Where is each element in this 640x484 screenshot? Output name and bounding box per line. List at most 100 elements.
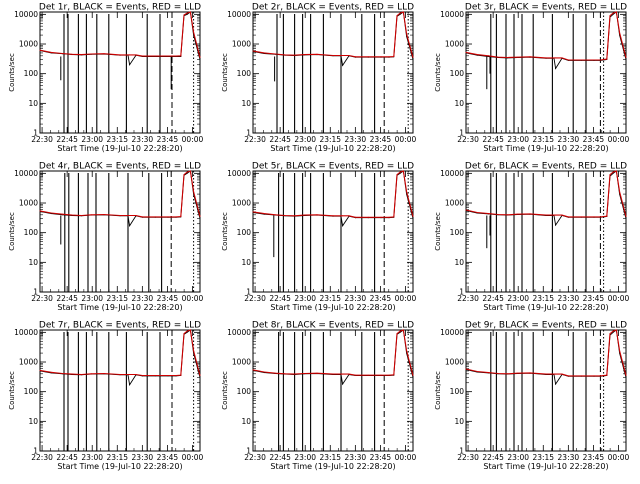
x-tick-label: 22:30 <box>244 294 266 303</box>
lld-data-point <box>555 57 557 59</box>
y-tick-label: 100 <box>24 69 39 78</box>
x-tick-label: 22:45 <box>482 294 504 303</box>
events-data-point <box>399 13 401 15</box>
lld-data-point <box>380 374 382 376</box>
lld-data-point <box>354 374 356 376</box>
lld-data-point <box>316 214 318 216</box>
x-tick-label: 22:30 <box>457 453 479 462</box>
lld-data-point <box>340 55 342 56</box>
y-tick-label: 10 <box>454 258 464 267</box>
y-tick-label: 1 <box>246 447 251 456</box>
lld-data-point <box>199 216 201 217</box>
lld-data-point <box>199 57 201 58</box>
x-tick-label: 23:30 <box>132 135 154 144</box>
x-tick-label: 22:45 <box>482 135 504 144</box>
lld-data-point <box>507 57 509 58</box>
lld-data-point <box>348 215 350 217</box>
lld-data-point <box>567 375 569 377</box>
lld-data-point <box>252 50 254 52</box>
lld-data-point <box>50 51 52 53</box>
lld-data-point <box>141 55 143 57</box>
chart-title: Det 9r, BLACK = Events, RED = LLD <box>465 321 627 331</box>
x-axis-label: Start Time (19-Jul-10 22:28:20) <box>57 303 182 312</box>
lld-data-point <box>303 214 305 216</box>
lld-data-point <box>599 216 601 218</box>
lld-data-point <box>263 213 265 215</box>
lld-data-point <box>476 54 478 56</box>
events-data-point <box>555 68 557 69</box>
lld-data-point <box>567 59 569 61</box>
x-tick-label: 22:45 <box>56 294 78 303</box>
lld-data-point <box>186 12 188 14</box>
lld-data-point <box>529 56 531 58</box>
events-data-point <box>342 383 344 385</box>
events-data-point <box>342 225 344 227</box>
x-axis-label: Start Time (19-Jul-10 22:28:20) <box>270 144 395 153</box>
lld-data-point <box>294 373 296 375</box>
y-tick-label: 10 <box>454 417 464 426</box>
y-tick-label: 100 <box>237 69 252 78</box>
lld-data-point <box>189 329 191 331</box>
x-axis-label: Start Time (19-Jul-10 22:28:20) <box>483 303 608 312</box>
lld-data-point <box>412 375 414 376</box>
x-axis-label: Start Time (19-Jul-10 22:28:20) <box>270 303 395 312</box>
x-tick-label: 23:00 <box>507 294 529 303</box>
lld-data-point <box>545 214 547 216</box>
x-axis-label: Start Time (19-Jul-10 22:28:20) <box>57 462 182 471</box>
lld-data-point <box>612 330 614 332</box>
events-data-point <box>399 331 401 333</box>
y-tick-label: 1 <box>33 288 38 297</box>
lld-data-point <box>180 374 182 376</box>
lld-data-point <box>612 12 614 14</box>
lld-data-point <box>396 174 398 176</box>
x-tick-label: 23:15 <box>106 453 128 462</box>
lld-data-point <box>367 374 369 376</box>
chart-title: Det 5r, BLACK = Events, RED = LLD <box>252 162 414 172</box>
lld-data-point <box>90 53 92 55</box>
lld-data-point <box>561 373 563 375</box>
x-tick-label: 00:00 <box>608 135 630 144</box>
lld-data-point <box>61 53 63 54</box>
lld-data-point <box>497 56 499 58</box>
lld-data-point <box>61 373 63 374</box>
events-data-point <box>412 218 414 219</box>
events-data-point <box>625 377 627 378</box>
lld-data-point <box>193 31 195 33</box>
y-tick-label: 100 <box>450 69 465 78</box>
lld-data-point <box>274 214 276 216</box>
x-tick-label: 22:30 <box>457 135 479 144</box>
lld-data-point <box>141 375 143 376</box>
lld-data-point <box>39 369 41 371</box>
y-axis-label: Counts/sec <box>434 371 442 410</box>
lld-data-point <box>154 216 156 218</box>
lld-data-point <box>553 373 555 375</box>
events-data-point <box>129 384 131 386</box>
lld-data-point <box>303 373 305 374</box>
lld-data-point <box>609 15 611 17</box>
plot-frame <box>465 11 627 134</box>
lld-data-point <box>332 373 334 375</box>
lld-data-point <box>103 214 105 215</box>
lld-data-point <box>367 56 369 58</box>
lld-data-point <box>561 214 563 216</box>
lld-data-point <box>50 212 52 214</box>
lld-data-point <box>186 330 188 332</box>
lld-data-point <box>609 333 611 335</box>
y-tick-label: 10 <box>241 258 251 267</box>
lld-data-point <box>71 373 73 375</box>
lld-data-point <box>612 171 614 173</box>
y-tick-label: 10000 <box>440 169 464 178</box>
lld-data-point <box>593 216 595 218</box>
chart-panel-6: Det 6r, BLACK = Events, RED = LLD Counts/… <box>434 162 630 313</box>
y-tick-label: 100 <box>450 228 465 237</box>
lld-data-point <box>396 333 398 335</box>
lld-data-point <box>380 216 382 218</box>
y-tick-label: 100 <box>24 228 39 237</box>
y-axis-label: Counts/sec <box>221 212 229 251</box>
lld-data-point <box>619 350 621 352</box>
lld-data-point <box>167 55 169 57</box>
y-tick-label: 1 <box>33 129 38 138</box>
lld-data-point <box>135 54 137 56</box>
y-tick-label: 1 <box>246 288 251 297</box>
